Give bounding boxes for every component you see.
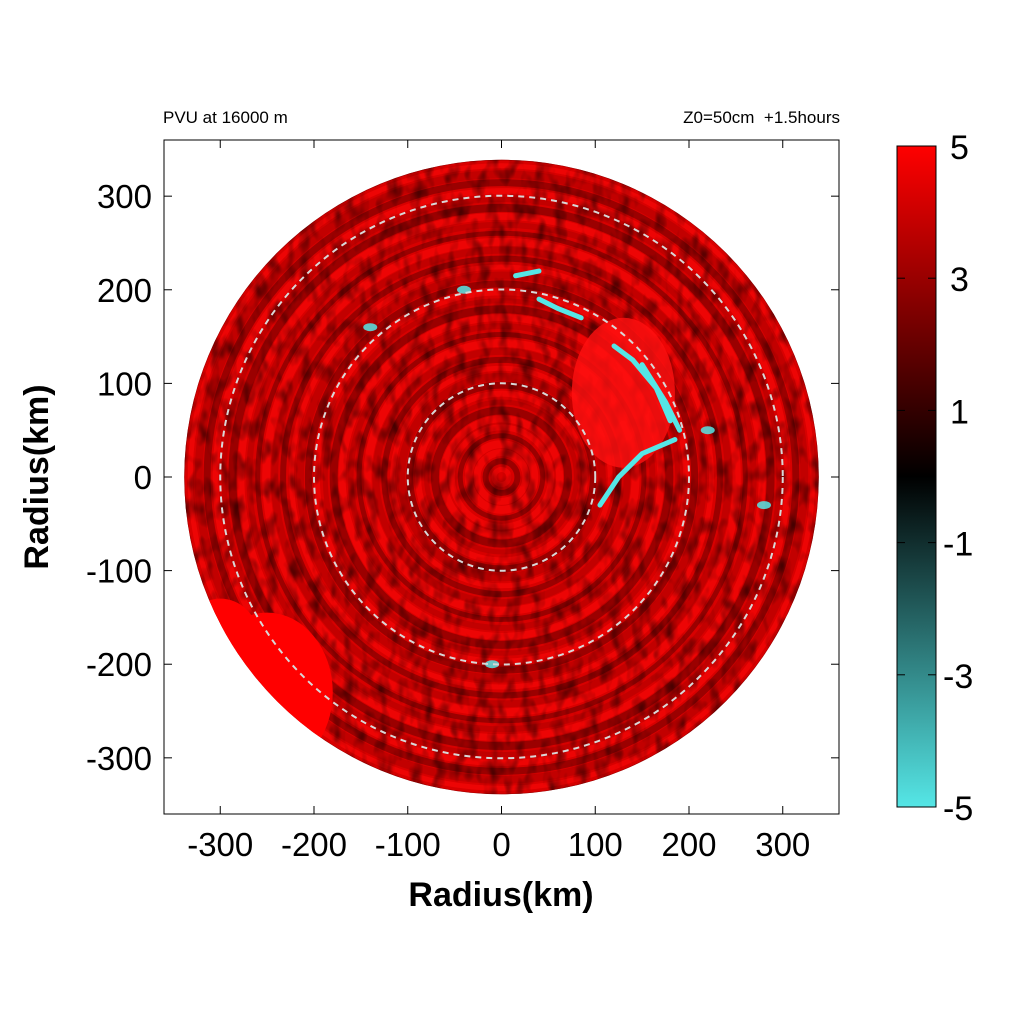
x-tick-label: 0 [492,826,510,863]
colorbar-ticks: 5 3 1 -1 -3 -5 [897,129,973,828]
field-texture [184,159,819,795]
x-tick-label: -300 [187,826,253,863]
colorbar [896,145,937,808]
y-tick-label: -200 [86,646,152,683]
colorbar-tick-label: 3 [950,261,969,299]
y-tick-label: -300 [86,740,152,777]
negative-pv-blob [485,660,500,669]
y-tick-label: -100 [86,553,152,590]
x-axis-ticks: -300 -200 -100 0 100 200 300 [187,140,810,863]
y-axis-label: Radius(km) [18,384,56,569]
x-tick-label: 100 [568,826,623,863]
range-rings [219,194,784,760]
x-tick-label: -100 [375,826,441,863]
colorbar-tick-label: -1 [943,526,973,564]
colorbar-tick-label: -5 [943,790,973,828]
range-ring-100km [406,382,597,572]
negative-pv-blob [700,426,715,435]
negative-pv-streak [513,268,542,279]
colorbar-tick-label: 1 [950,393,969,431]
x-tick-label: -200 [281,826,347,863]
range-ring-200km [313,288,690,666]
y-tick-label: 200 [97,272,152,309]
negative-pv-streak [536,296,584,321]
chart-title-right: Z0=50cm +1.5hours [683,108,840,127]
y-tick-label: 300 [97,178,152,215]
bright-red-patch [571,317,675,468]
bright-red-patch [201,612,333,772]
negative-pv-streak [611,343,673,424]
x-tick-label: 200 [661,826,716,863]
negative-pv-streak [597,437,678,508]
x-tick-label: 300 [755,826,810,863]
negative-pv-blob [757,501,771,510]
bright-red-patch [184,598,258,674]
y-tick-label: 0 [134,459,152,496]
x-axis-label: Radius(km) [408,876,593,914]
y-tick-label: 100 [97,365,152,402]
colorbar-tick-label: -3 [943,658,973,696]
colorbar-tick-label: 5 [950,129,969,167]
negative-pv-blob [222,238,237,247]
range-ring-300km [219,194,784,760]
y-axis-ticks: -300 -200 -100 0 100 200 300 [86,178,839,777]
pvu-field [184,159,819,795]
chart-title-left: PVU at 16000 m [163,108,288,127]
negative-pv-blob [363,323,378,332]
negative-pv-streak [639,362,683,433]
